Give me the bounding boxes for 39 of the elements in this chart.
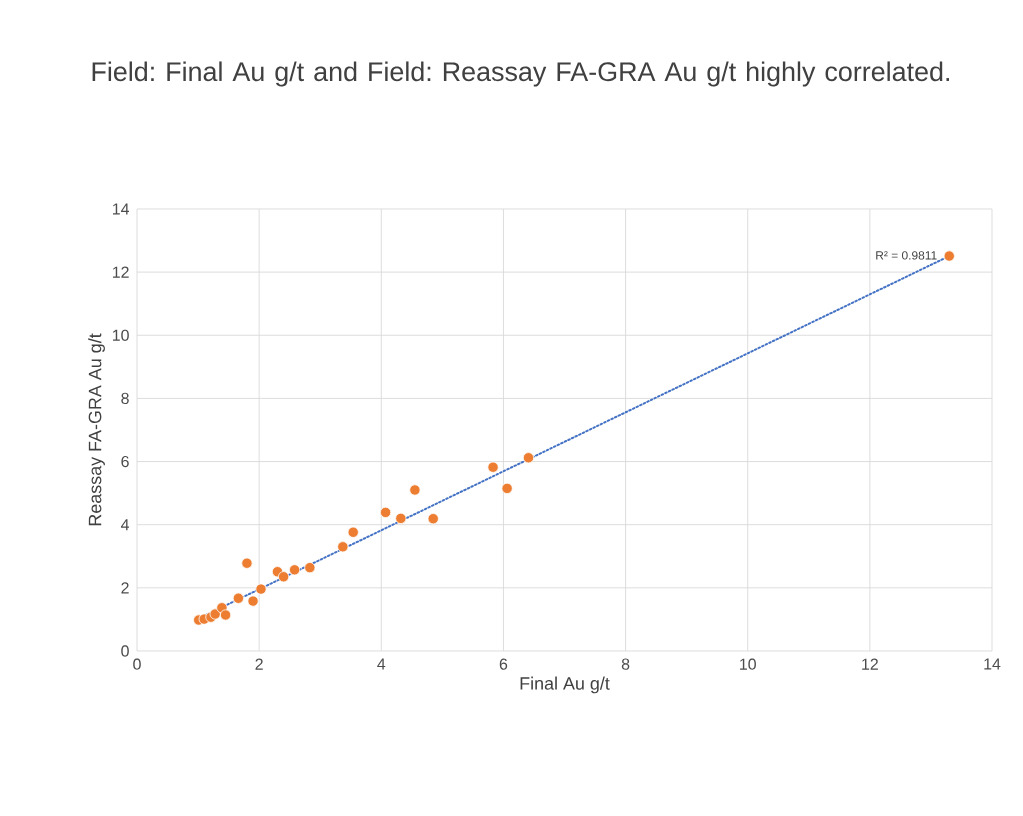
- chart-title: Field: Final Au g/t and Field: Reassay FA-GRA Au g/t highly correlated.: [92, 61, 950, 87]
- point: [395, 512, 407, 524]
- point: [379, 506, 392, 518]
- x-tick-label: 8: [621, 658, 630, 670]
- point: [427, 513, 439, 525]
- point: [247, 595, 259, 607]
- y-tick-label: 10: [112, 329, 129, 341]
- point: [522, 452, 535, 464]
- point: [943, 250, 955, 262]
- annotation: R² = 0.9811: [876, 251, 937, 260]
- x-tick-label: 4: [377, 658, 386, 670]
- y-tick-label: 0: [121, 645, 129, 657]
- x-tick-label: 12: [862, 658, 878, 670]
- y-tick-label: 14: [112, 203, 130, 215]
- x-tick-label: 2: [255, 658, 263, 670]
- point: [232, 592, 244, 604]
- x-tick-label: 10: [740, 658, 756, 670]
- point: [337, 541, 349, 553]
- point: [288, 564, 301, 576]
- point: [501, 482, 513, 494]
- point: [255, 583, 267, 595]
- point: [219, 609, 232, 621]
- y-tick-label: 2: [121, 582, 129, 594]
- y-tick-label: 12: [112, 266, 129, 278]
- point: [241, 557, 253, 569]
- y-tick-label: 8: [121, 392, 129, 405]
- point: [304, 562, 316, 574]
- point: [277, 571, 290, 583]
- point: [409, 484, 421, 496]
- x-tick-label: 6: [499, 658, 508, 670]
- x-tick-label: 14: [984, 658, 1001, 670]
- y-tick-label: 6: [121, 455, 129, 468]
- point: [487, 461, 499, 473]
- y-axis-title: Reassay FA-GRA Au g/t: [88, 333, 105, 526]
- x-axis-title: Final Au g/t: [520, 676, 610, 694]
- x-tick-label: 0: [133, 658, 141, 670]
- point: [347, 526, 359, 538]
- y-tick-label: 4: [120, 519, 130, 531]
- point: [209, 608, 221, 620]
